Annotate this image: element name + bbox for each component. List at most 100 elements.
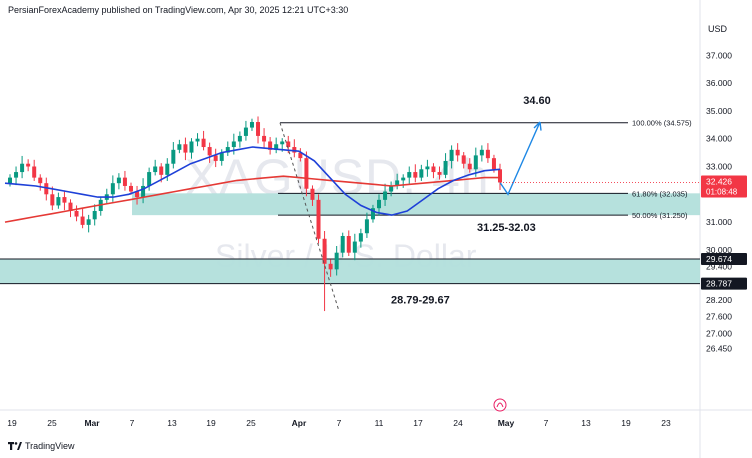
candle-body (443, 160, 448, 175)
candle-body (370, 208, 375, 220)
candle-body (201, 138, 206, 148)
price-axis-tick-label: 33.000 (706, 162, 732, 172)
price-axis-tick-label: 27.600 (706, 312, 732, 322)
time-axis-tick-label: 7 (544, 418, 549, 428)
time-axis-tick-label: Apr (292, 418, 307, 428)
footer-brand: TradingView (25, 441, 75, 451)
target-label: 34.60 (523, 95, 551, 107)
price-axis-badge-value: 32.426 (706, 176, 732, 186)
candle-body (135, 191, 140, 198)
candle-body (395, 180, 400, 186)
candle-body (80, 216, 85, 225)
time-axis-tick-label: 11 (375, 418, 384, 428)
support-zone-lower (0, 258, 700, 284)
candle-body (165, 163, 170, 175)
candle-body (153, 166, 158, 173)
time-axis-tick-label: 7 (130, 418, 135, 428)
candle-body (401, 177, 406, 181)
candle-body (491, 158, 496, 170)
time-axis-tick-label: 25 (246, 418, 256, 428)
chart-header: PersianForexAcademy published on Trading… (8, 5, 349, 15)
price-axis-tick-label: 36.000 (706, 78, 732, 88)
price-axis-tick-label: 29.400 (706, 262, 732, 272)
candle-body (56, 197, 61, 206)
candle-body (334, 252, 339, 270)
candle-body (225, 147, 230, 153)
tradingview-logo-icon (8, 442, 22, 450)
candle-body (177, 144, 182, 150)
candle-body (431, 166, 436, 173)
candle-body (322, 238, 327, 264)
candle-body (62, 197, 67, 203)
candle-body (26, 163, 31, 167)
candle-body (213, 155, 218, 161)
time-axis-tick-label: May (498, 418, 515, 428)
candle-body (116, 177, 121, 184)
candle-body (44, 183, 49, 195)
candle-body (183, 144, 188, 153)
price-axis-tick-label: 31.000 (706, 217, 732, 227)
zone-label-lower: 28.79-29.67 (391, 295, 450, 307)
candle-body (231, 141, 236, 148)
candle-body (328, 263, 333, 270)
time-axis-tick-label: 13 (581, 418, 591, 428)
candle-body (122, 177, 127, 186)
candle-body (413, 172, 418, 178)
moving-average-red (4, 175, 500, 223)
event-marker-icon[interactable] (493, 398, 507, 412)
fib-level-label: 50.00% (31.250) (632, 211, 688, 220)
candle-body (219, 152, 224, 161)
candle-body (383, 191, 388, 200)
price-axis-badge (701, 175, 747, 198)
price-axis-currency: USD (708, 24, 728, 34)
price-axis-tick-label: 30.000 (706, 245, 732, 255)
candle-body (243, 127, 248, 136)
candle-body (207, 147, 212, 156)
fib-level-label: 100.00% (34.575) (632, 119, 692, 128)
candle-body (292, 147, 297, 153)
candle-body (268, 141, 273, 150)
candle-body (50, 194, 55, 206)
candle-body (485, 149, 490, 159)
candle-body (304, 158, 309, 189)
candle-body (86, 219, 91, 225)
candle-body (479, 149, 484, 156)
candle-body (316, 199, 321, 239)
candle-body (461, 155, 466, 164)
candle-body (498, 169, 502, 183)
candle-body (38, 177, 43, 184)
candle-body (110, 183, 115, 195)
time-axis-tick-label: 24 (453, 418, 463, 428)
candle-body (14, 172, 19, 178)
time-axis-tick-label: 17 (413, 418, 423, 428)
candle-body (352, 241, 357, 253)
candle-body (340, 236, 345, 253)
candle-body (358, 233, 363, 242)
candle-body (346, 236, 351, 253)
price-axis-tick-label: 27.000 (706, 328, 732, 338)
candle-body (280, 141, 285, 145)
candle-body (141, 185, 146, 198)
candle-body (419, 169, 424, 178)
zone-label-upper: 31.25-32.03 (477, 222, 536, 234)
candle-body (8, 177, 12, 184)
candle-body (262, 135, 267, 142)
price-axis-tick-label: 35.000 (706, 106, 732, 116)
price-axis-countdown: 01:08:48 (706, 187, 738, 196)
candle-body (437, 172, 442, 175)
projection-path (499, 121, 541, 196)
time-axis-tick-label: Mar (84, 418, 100, 428)
fib-swing-line (279, 122, 340, 312)
candle-body (467, 163, 472, 170)
price-axis-badge-value: 29.674 (706, 254, 732, 264)
candle-body (286, 141, 291, 148)
time-axis-tick-label: 19 (206, 418, 216, 428)
candle-body (20, 163, 25, 173)
candle-body (189, 141, 194, 153)
price-axis-tick-label: 26.450 (706, 344, 732, 354)
projection-arrowhead (533, 121, 542, 131)
candle-body (256, 122, 261, 136)
tradingview-logo[interactable]: TradingView (8, 441, 75, 451)
candle-body (425, 166, 430, 170)
